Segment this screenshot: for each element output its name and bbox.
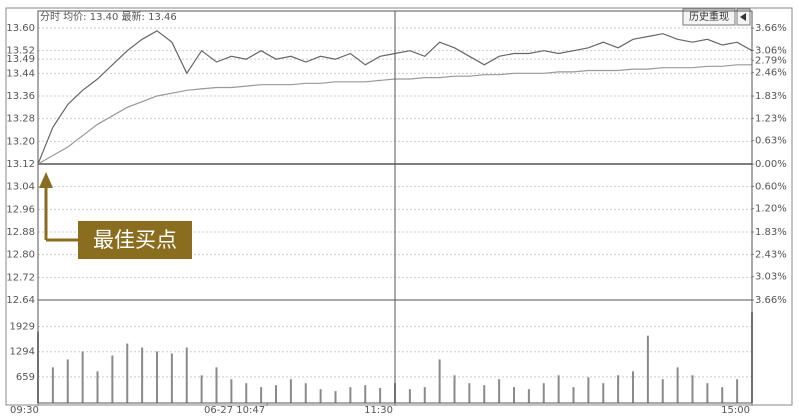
volume-bar bbox=[453, 375, 456, 403]
volume-bar bbox=[676, 367, 679, 403]
y2-tick-label: 3.66% bbox=[755, 295, 787, 306]
annotation-box bbox=[78, 221, 192, 259]
y2-tick-label: 2.43% bbox=[755, 249, 787, 260]
volume-bar bbox=[96, 371, 99, 403]
volume-bar bbox=[364, 385, 367, 403]
history-button-label[interactable]: 历史重现 bbox=[689, 10, 729, 23]
y2-tick-label: 3.06% bbox=[755, 45, 787, 56]
volume-bar bbox=[81, 351, 84, 403]
volume-bar bbox=[275, 385, 277, 403]
volume-bar bbox=[617, 375, 620, 403]
y-tick-label: 12.80 bbox=[6, 250, 35, 261]
buy-point-annotation: 最佳买点 bbox=[39, 172, 192, 259]
y2-tick-label: 2.79% bbox=[755, 55, 787, 66]
volume-bar bbox=[736, 379, 739, 403]
annotation-text: 最佳买点 bbox=[93, 228, 177, 252]
y-tick-label: 13.44 bbox=[6, 68, 35, 79]
nav-icon bbox=[740, 13, 746, 21]
volume-bar bbox=[156, 351, 158, 403]
volume-bar bbox=[141, 347, 144, 403]
y2-tick-label: 0.60% bbox=[755, 181, 787, 192]
y-tick-label: 12.96 bbox=[6, 204, 35, 215]
x-tick-label: 11:30 bbox=[364, 405, 393, 416]
volume-bar bbox=[572, 387, 575, 403]
y-tick-label: 1294 bbox=[10, 347, 35, 358]
y-tick-label: 13.04 bbox=[6, 182, 35, 193]
volume-bar bbox=[304, 383, 307, 403]
volume-bar bbox=[245, 383, 248, 403]
volume-bar bbox=[66, 359, 69, 403]
volume-bar bbox=[423, 387, 426, 403]
history-button[interactable] bbox=[682, 8, 736, 26]
volume-bar bbox=[126, 343, 129, 403]
volume-bar bbox=[602, 383, 605, 403]
volume-bar bbox=[483, 385, 486, 403]
y-tick-label: 13.36 bbox=[6, 91, 35, 102]
y-tick-label: 13.12 bbox=[6, 159, 35, 170]
volume-bar bbox=[334, 391, 337, 403]
volume-bar bbox=[646, 335, 649, 403]
volume-bar bbox=[379, 387, 382, 403]
y-tick-label: 13.28 bbox=[6, 114, 35, 125]
volume-bar bbox=[438, 359, 441, 403]
volume-bar bbox=[185, 347, 188, 403]
frame bbox=[5, 7, 793, 406]
volume-bar bbox=[498, 379, 501, 403]
volume-bar bbox=[170, 353, 173, 403]
y2-tick-label: 1.23% bbox=[755, 113, 787, 124]
x-tick-label: 09:30 bbox=[10, 405, 39, 416]
volume-bar bbox=[661, 379, 664, 403]
y-tick-label: 12.88 bbox=[6, 227, 35, 238]
y-tick-label: 1929 bbox=[10, 322, 35, 333]
volume-bar bbox=[51, 367, 54, 403]
y-tick-label: 659 bbox=[16, 372, 35, 383]
y-tick-label: 13.20 bbox=[6, 136, 35, 147]
volume-bar bbox=[111, 355, 114, 403]
y-tick-label: 13.52 bbox=[6, 46, 35, 57]
volume-bar bbox=[215, 367, 218, 403]
volume-bar bbox=[468, 383, 471, 403]
y2-tick-label: 3.66% bbox=[755, 23, 787, 34]
volume-bar bbox=[721, 387, 724, 403]
volume-bar bbox=[557, 375, 560, 403]
volume-bar bbox=[587, 377, 590, 403]
y2-tick-label: 0.00% bbox=[755, 159, 787, 170]
annotation-arrowhead bbox=[39, 172, 53, 188]
y-tick-label: 12.72 bbox=[6, 272, 35, 283]
y2-tick-label: 1.83% bbox=[755, 91, 787, 102]
volume-bar bbox=[527, 389, 530, 403]
y2-tick-label: 1.20% bbox=[755, 204, 787, 215]
volume-bar bbox=[408, 389, 411, 403]
volume-bar bbox=[691, 375, 694, 403]
volume-bar bbox=[542, 383, 545, 403]
volume-bar bbox=[200, 375, 203, 403]
volume-bar bbox=[513, 387, 515, 403]
y2-tick-label: 1.83% bbox=[755, 227, 787, 238]
volume-bar bbox=[260, 387, 263, 403]
volume-bar bbox=[706, 383, 709, 403]
header-info: 分时 均价: 13.40 最新: 13.46 bbox=[40, 10, 177, 23]
y-tick-label: 13.60 bbox=[6, 23, 35, 34]
x-tick-label: 15:00 bbox=[721, 405, 750, 416]
volume-bar bbox=[349, 387, 352, 403]
volume-bar bbox=[632, 371, 634, 403]
volume-bar bbox=[289, 379, 292, 403]
volume-bar bbox=[319, 389, 322, 403]
volume-bar bbox=[230, 379, 233, 403]
x-tick-label: 06-27 10:47 bbox=[204, 405, 265, 416]
y-tick-label: 12.64 bbox=[6, 295, 35, 306]
y2-tick-label: 3.03% bbox=[755, 272, 787, 283]
y2-tick-label: 2.46% bbox=[755, 68, 787, 79]
y-tick-label: 13.49 bbox=[6, 54, 35, 65]
y2-tick-label: 0.63% bbox=[755, 136, 787, 147]
